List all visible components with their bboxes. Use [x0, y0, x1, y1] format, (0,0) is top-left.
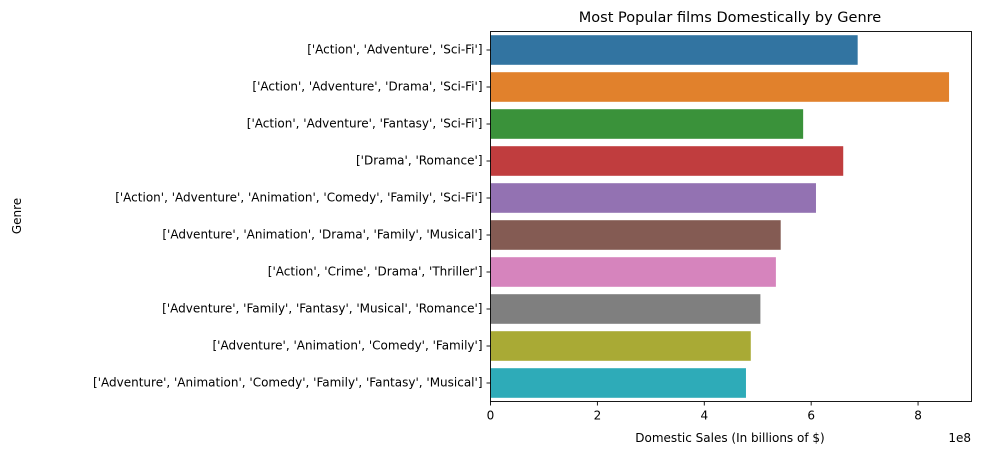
bar	[490, 146, 844, 176]
bar	[490, 220, 781, 250]
y-tick-label: ['Action', 'Adventure', 'Fantasy', 'Sci-…	[247, 117, 483, 131]
x-tick-label: 8	[914, 409, 922, 423]
plot-frame	[490, 31, 972, 402]
bar	[490, 294, 761, 324]
x-tick-label: 6	[807, 409, 815, 423]
x-tick-label: 2	[594, 409, 602, 423]
y-tick-label: ['Action', 'Crime', 'Drama', 'Thriller']	[268, 265, 483, 279]
y-tick-label: ['Action', 'Adventure', 'Sci-Fi']	[307, 43, 482, 57]
y-tick-label: ['Adventure', 'Animation', 'Comedy', 'Fa…	[212, 339, 482, 353]
y-tick-label: ['Drama', 'Romance']	[356, 154, 483, 168]
y-tick-label: ['Action', 'Adventure', 'Drama', 'Sci-Fi…	[252, 80, 482, 94]
chart-title: Most Popular films Domestically by Genre	[579, 10, 881, 26]
y-tick-label: ['Adventure', 'Family', 'Fantasy', 'Musi…	[162, 302, 482, 316]
bar	[490, 257, 776, 287]
y-tick-labels: ['Action', 'Adventure', 'Sci-Fi'] ['Actio…	[93, 43, 491, 390]
x-offset-label: 1e8	[948, 431, 971, 445]
bar	[490, 109, 804, 139]
x-tick-label: 4	[700, 409, 708, 423]
y-tick-label: ['Adventure', 'Animation', 'Drama', 'Fam…	[162, 228, 482, 242]
x-axis-label: Domestic Sales (In billions of $)	[635, 431, 824, 445]
y-tick-label: ['Adventure', 'Animation', 'Comedy', 'Fa…	[93, 376, 482, 390]
bar	[490, 183, 816, 213]
bar	[490, 35, 858, 65]
y-axis-label: Genre	[10, 198, 24, 234]
y-tick-label: ['Action', 'Adventure', 'Animation', 'Co…	[115, 191, 482, 205]
x-tick-label: 0	[487, 409, 495, 423]
bars-group	[490, 35, 950, 398]
x-tick-labels: 0 2 4 6 8	[487, 401, 922, 423]
bar	[490, 331, 751, 361]
bar	[490, 72, 950, 102]
bar	[490, 368, 746, 398]
